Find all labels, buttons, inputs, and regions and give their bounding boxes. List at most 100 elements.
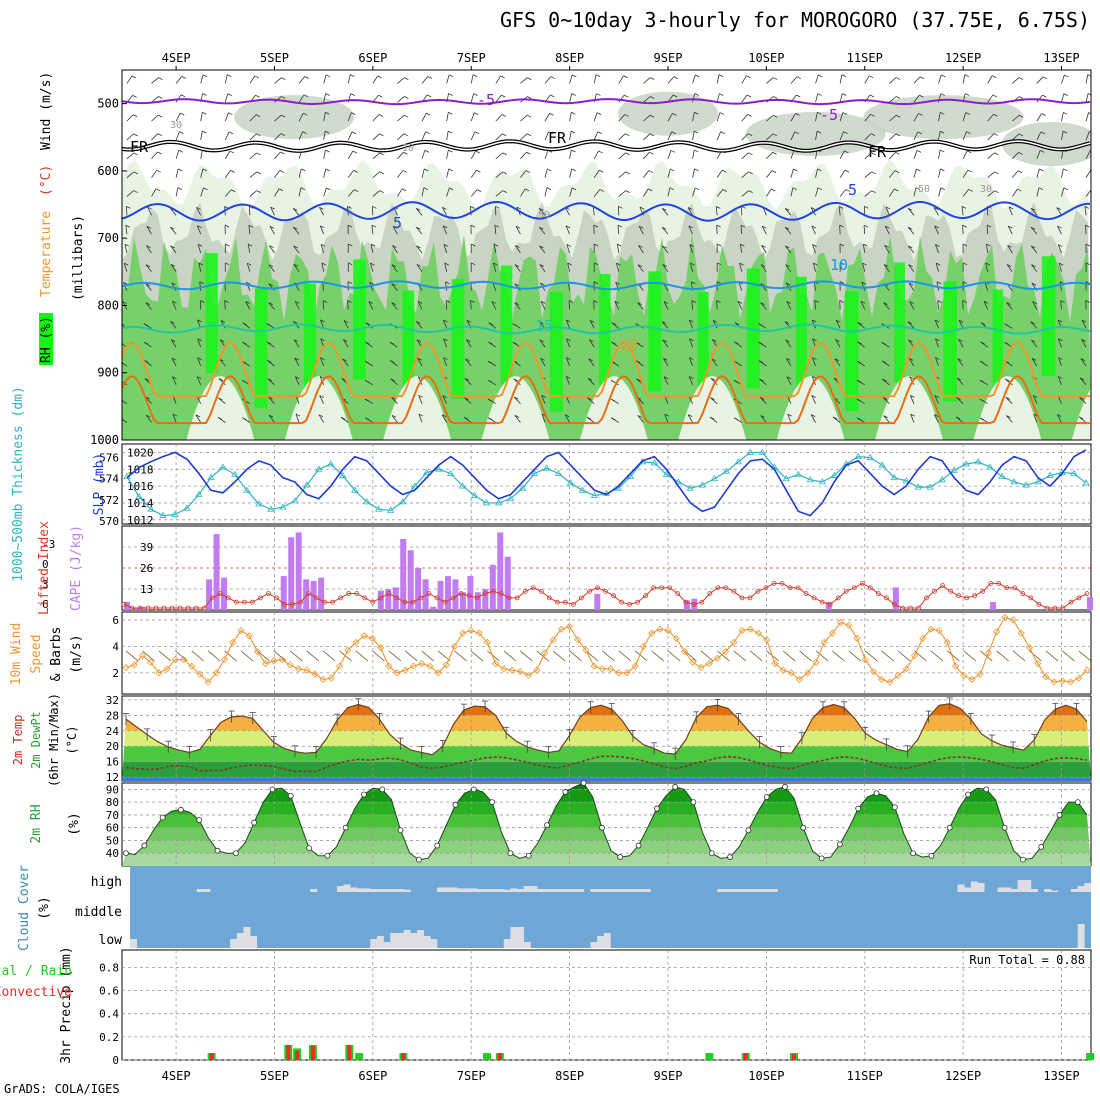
- wind10-barb: [1012, 650, 1026, 662]
- wind10-barb: [142, 650, 155, 662]
- thickness-point: [818, 478, 826, 485]
- wind10-point: [533, 666, 541, 674]
- thickness-point: [794, 470, 803, 477]
- wind-tick: 6: [112, 614, 119, 627]
- cloud-high-bar: [957, 884, 965, 892]
- thickness-point: [530, 469, 539, 476]
- thickness-point: [243, 486, 251, 493]
- rh-contour-label: 30: [980, 184, 992, 195]
- wind10-point: [730, 638, 738, 646]
- li-point: [603, 588, 608, 594]
- wind10-barb: [717, 650, 730, 662]
- cloud-low-bar: [423, 936, 431, 948]
- rh-ylabel-unit: (%): [67, 812, 82, 835]
- li-point: [514, 595, 520, 601]
- li-point: [739, 595, 745, 601]
- li-point: [651, 585, 657, 591]
- rh-column: [254, 288, 268, 409]
- wind10-point: [664, 626, 672, 635]
- rh-point: [910, 850, 917, 857]
- li-point: [1076, 595, 1082, 601]
- cape-bar: [400, 538, 407, 610]
- thickness-point: [974, 458, 982, 465]
- li-point: [474, 595, 480, 601]
- li-point: [972, 593, 978, 599]
- wind10-barb: [454, 650, 467, 662]
- wind10-point: [335, 662, 344, 670]
- cloud-low-bar: [1077, 924, 1085, 948]
- thickness-point: [674, 478, 683, 485]
- cloud-low-bar: [130, 939, 137, 948]
- cloud-high-bar: [770, 889, 778, 892]
- slp-ylabel: SLP (mb): [92, 453, 107, 516]
- wind10-barb: [224, 650, 237, 662]
- wind10-point: [952, 662, 960, 670]
- li-point: [434, 595, 440, 601]
- cape-bar: [683, 600, 690, 610]
- rh-column: [795, 276, 807, 397]
- cloud-high-bar: [537, 889, 545, 892]
- wind10-barb: [339, 650, 352, 662]
- thickness-point: [590, 491, 599, 498]
- li-point: [763, 585, 769, 591]
- rh-point: [763, 794, 770, 800]
- cloud-high-bar: [1070, 889, 1078, 892]
- wind-ylabel: Speed: [29, 634, 44, 673]
- wind10-point: [993, 628, 1001, 636]
- precip-conv-bar: [295, 1050, 300, 1060]
- cape-bar: [504, 556, 511, 610]
- wind10-barb: [322, 650, 336, 662]
- rh-point: [965, 791, 971, 798]
- li-point: [546, 595, 552, 601]
- cape-ylabel: CAPE (J/kg): [69, 525, 84, 611]
- wind10-point: [582, 646, 590, 654]
- rh-point: [836, 841, 843, 848]
- rh-point: [635, 842, 642, 849]
- rh-column: [746, 268, 760, 389]
- wind10-point: [722, 648, 730, 656]
- li-point: [426, 591, 432, 596]
- date-label-bottom: 11SEP: [847, 1069, 883, 1083]
- precip-total-bar: [483, 1053, 492, 1060]
- wind-tick: 4: [112, 640, 119, 653]
- li-point: [177, 605, 183, 611]
- wind10-point: [204, 678, 212, 686]
- cloud-low-bar: [403, 930, 411, 948]
- rh-point: [342, 824, 349, 831]
- wind10-point: [483, 638, 491, 646]
- li-point: [538, 588, 544, 594]
- wind10-point: [672, 634, 680, 643]
- thickness-point: [363, 498, 371, 505]
- isotherm-label: 5: [848, 181, 857, 199]
- li-point: [843, 588, 849, 594]
- cloud-high-bar: [543, 889, 551, 892]
- wind10-point: [171, 656, 179, 664]
- rh-point: [379, 786, 386, 793]
- temp-tick: 24: [106, 725, 120, 738]
- rh-column: [894, 262, 905, 383]
- thickness-point: [758, 448, 767, 455]
- upper-frame: [121, 69, 1092, 441]
- cloud-ylabel-unit: (%): [37, 896, 52, 919]
- li-point: [282, 601, 287, 607]
- wind10-barb: [634, 650, 648, 662]
- rh-point: [1056, 812, 1063, 818]
- rh-point: [599, 824, 605, 831]
- cape-bar: [594, 593, 601, 610]
- thickness-point: [722, 467, 731, 474]
- li-point: [619, 599, 624, 605]
- thickness-point: [147, 505, 155, 512]
- precip-conv-bar: [497, 1053, 502, 1060]
- cloud-high-bar: [196, 889, 204, 892]
- wind10-point: [450, 642, 459, 650]
- cape-bar: [385, 589, 392, 610]
- li-point: [482, 591, 488, 596]
- li-point: [306, 591, 311, 596]
- cloud-low-bar: [503, 939, 511, 948]
- wind10-point: [237, 626, 245, 635]
- wind10-point: [212, 669, 220, 677]
- rh-tick: 90: [106, 783, 119, 796]
- li-point: [723, 585, 729, 591]
- cloud-high-bar: [723, 889, 731, 892]
- li-point: [747, 595, 753, 601]
